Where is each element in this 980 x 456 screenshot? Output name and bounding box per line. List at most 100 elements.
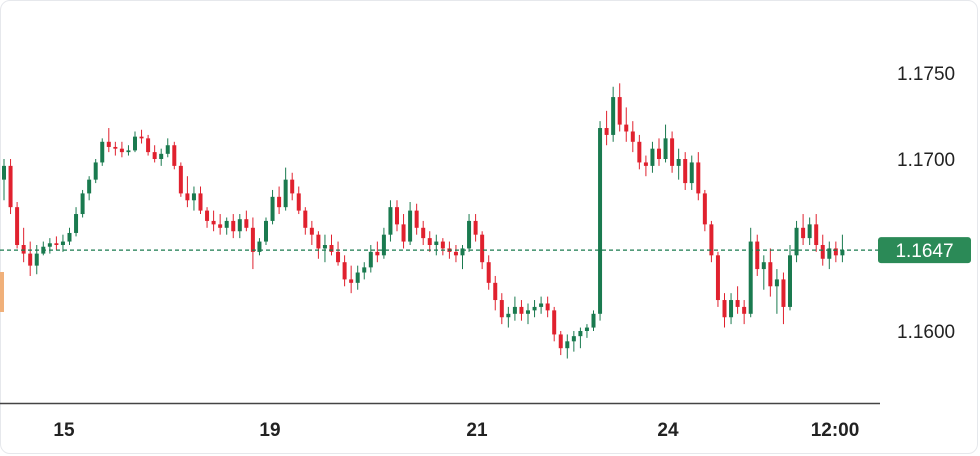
candle-body (480, 234, 485, 263)
candle-body (676, 159, 681, 166)
candle (100, 138, 105, 166)
candle (814, 214, 819, 252)
candle (211, 210, 216, 232)
candle-body (224, 220, 229, 228)
candle (545, 296, 550, 318)
candle (159, 148, 164, 166)
candle-body (630, 131, 635, 142)
candle (611, 86, 616, 142)
candle-body (388, 207, 393, 235)
candle-body (807, 224, 812, 239)
candle (650, 141, 655, 173)
candle (106, 128, 111, 153)
candle-body (133, 136, 137, 151)
candle-body (113, 146, 118, 149)
candle-body (794, 227, 799, 256)
candle (28, 241, 33, 276)
candle-body (532, 306, 537, 311)
candle-body (205, 210, 210, 221)
candle-body (611, 97, 616, 135)
candle-body (709, 224, 714, 256)
current-price-label: 1.1647 (895, 241, 953, 262)
candle-body (689, 162, 694, 184)
candle-body (761, 262, 766, 270)
candle (768, 248, 773, 297)
candle (774, 269, 779, 314)
candle (558, 331, 563, 356)
candle-body (87, 179, 92, 194)
candle (67, 227, 72, 245)
candle-body (670, 138, 675, 166)
x-tick-label: 21 (466, 420, 488, 441)
candle-body (296, 193, 301, 211)
candle-body (28, 253, 33, 266)
candle-body (152, 152, 157, 159)
candle (440, 238, 445, 256)
candle-body (617, 97, 622, 125)
candle (801, 214, 806, 245)
candle (87, 176, 92, 201)
candle-body (788, 255, 792, 307)
candle (185, 176, 190, 208)
candle (191, 186, 196, 211)
candle (126, 145, 131, 156)
candle (598, 121, 603, 321)
candle-body (427, 238, 432, 245)
candle-body (15, 207, 20, 245)
candle-body (395, 207, 399, 225)
candle (172, 141, 177, 170)
candle-body (565, 341, 570, 349)
candle (670, 131, 675, 173)
candle (578, 327, 583, 349)
candle-body (316, 234, 321, 249)
candle-body (578, 331, 583, 337)
candle-body (270, 196, 275, 221)
x-tick-label: 24 (657, 420, 679, 441)
candle (591, 310, 596, 331)
candle (309, 220, 314, 245)
candle (257, 238, 262, 256)
candle-body (820, 245, 825, 259)
candle (41, 241, 46, 256)
candle (395, 200, 399, 232)
candle-body (598, 128, 603, 314)
candle-body (729, 300, 734, 318)
candle-body (604, 128, 609, 135)
candle-body (434, 241, 439, 245)
candle-body (126, 150, 131, 153)
candle-body (715, 255, 720, 301)
candle-body (663, 138, 668, 159)
candle (676, 148, 681, 180)
candle-body (781, 279, 786, 307)
candle-body (93, 162, 98, 180)
candle-body (257, 241, 262, 252)
candle (408, 202, 413, 245)
candle-body (421, 227, 426, 239)
candle-body (2, 165, 6, 180)
orange-marker (0, 272, 4, 312)
candle-body (60, 241, 65, 245)
candle (683, 152, 688, 190)
candle (480, 231, 485, 270)
candle-body (303, 210, 308, 228)
candle (519, 300, 524, 321)
candle (336, 241, 341, 266)
candle-body (486, 262, 491, 283)
candle-body (801, 227, 806, 239)
x-tick-label: 12:00 (811, 420, 860, 441)
candle-body (290, 179, 295, 194)
candle-body (119, 148, 124, 153)
candle (381, 227, 386, 259)
candle-body (244, 219, 249, 228)
candle-body (539, 303, 544, 307)
candle-body (735, 300, 740, 307)
candle (316, 231, 321, 259)
candle (427, 231, 432, 252)
candle-body (336, 251, 341, 263)
candle-body (106, 141, 111, 147)
candle (388, 200, 393, 242)
candle-body (552, 310, 557, 335)
candle (244, 210, 249, 232)
candle (794, 220, 799, 263)
